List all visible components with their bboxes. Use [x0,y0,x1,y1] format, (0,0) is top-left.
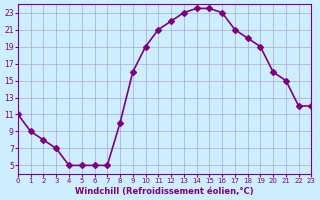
X-axis label: Windchill (Refroidissement éolien,°C): Windchill (Refroidissement éolien,°C) [76,187,254,196]
